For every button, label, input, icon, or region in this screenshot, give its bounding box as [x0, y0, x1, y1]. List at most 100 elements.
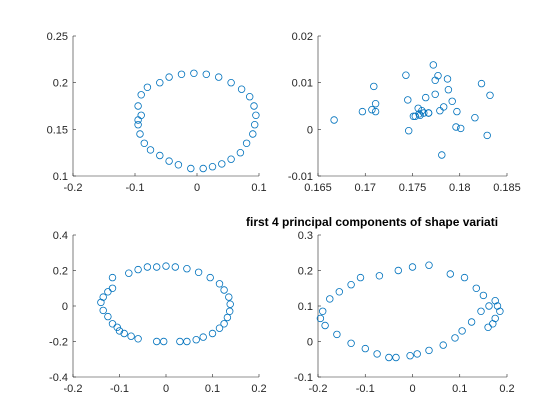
data-point — [484, 323, 492, 331]
data-point — [457, 124, 465, 133]
data-point — [99, 306, 107, 315]
data-point — [143, 83, 152, 91]
y-tick-label: 0.1 — [53, 171, 68, 183]
data-point — [250, 120, 259, 129]
data-point — [479, 291, 488, 300]
data-point — [485, 302, 493, 310]
x-tick-label: 0.2 — [251, 383, 266, 395]
data-point — [152, 263, 161, 271]
data-point — [140, 139, 148, 147]
x-tick-label: 0.165 — [304, 182, 332, 194]
subplot-1: -0.2 -0.1 0 0.1 0.1 0.15 0.2 0.25 — [47, 31, 267, 194]
x-tick-label: 0.2 — [499, 383, 514, 395]
data-point — [347, 339, 355, 347]
data-point — [402, 71, 410, 79]
x-tick-label: 0.1 — [205, 383, 220, 395]
data-point — [227, 78, 235, 87]
data-point — [385, 353, 393, 362]
data-point — [156, 151, 164, 160]
y-tick-label: 0.02 — [292, 31, 313, 43]
data-point — [99, 293, 107, 301]
figure-title: first 4 principal components of shape va… — [246, 215, 498, 229]
data-point — [202, 70, 210, 78]
data-point — [146, 146, 155, 154]
data-point — [174, 161, 183, 169]
data-point — [249, 130, 257, 138]
data-point — [215, 280, 224, 288]
y-tick-label: 0.2 — [53, 78, 68, 90]
y-tick-label: 0.1 — [298, 301, 313, 313]
data-point — [330, 116, 338, 124]
data-point — [319, 307, 327, 315]
data-point — [97, 298, 105, 307]
data-point — [477, 307, 485, 315]
y-tick-label: 0 — [307, 124, 313, 136]
x-tick-label: -0.2 — [64, 182, 83, 194]
data-point — [187, 164, 195, 173]
data-point — [375, 272, 384, 280]
data-point — [458, 327, 466, 335]
data-point — [134, 265, 142, 274]
x-tick-label: -0.2 — [64, 383, 83, 395]
data-point — [415, 110, 423, 118]
data-point — [250, 102, 258, 110]
data-point — [413, 350, 421, 358]
data-point — [422, 93, 430, 102]
data-point — [489, 320, 497, 328]
data-point — [496, 307, 504, 315]
x-tick-label: 0.18 — [449, 182, 470, 194]
y-tick-label: 0.2 — [298, 266, 313, 278]
data-point — [448, 97, 456, 105]
data-point — [225, 293, 233, 301]
data-point — [134, 120, 142, 129]
data-point — [226, 300, 234, 308]
data-point — [134, 116, 142, 124]
data-point — [453, 107, 461, 116]
data-point — [371, 99, 380, 108]
data-point — [137, 111, 145, 119]
y-tick-label: 0.4 — [53, 230, 68, 242]
data-point — [183, 337, 191, 346]
data-point — [452, 123, 460, 131]
data-point — [143, 263, 152, 271]
data-point — [237, 85, 246, 93]
x-tick-label: -0.1 — [356, 383, 375, 395]
y-tick-label: 0.01 — [292, 78, 313, 90]
data-point — [194, 268, 203, 276]
y-tick-label: -0.2 — [49, 337, 68, 349]
data-point — [120, 329, 128, 338]
data-point — [108, 273, 117, 282]
y-tick-label: -0.01 — [288, 171, 313, 183]
data-point — [439, 341, 447, 349]
x-tick-label: 0.1 — [251, 182, 266, 194]
data-point — [368, 105, 376, 114]
data-point — [177, 70, 186, 78]
data-point — [444, 85, 453, 94]
data-point — [429, 61, 437, 69]
data-point — [373, 350, 381, 358]
data-point — [477, 79, 486, 88]
data-point — [425, 346, 433, 355]
data-point — [414, 104, 422, 112]
data-point — [451, 334, 459, 342]
data-point — [220, 286, 228, 294]
data-point — [467, 318, 476, 326]
data-point — [227, 155, 235, 163]
x-tick-label: -0.1 — [110, 383, 129, 395]
data-point — [361, 344, 369, 353]
data-point — [127, 332, 135, 340]
data-point — [159, 337, 168, 346]
data-point — [165, 157, 173, 165]
data-point — [411, 112, 419, 120]
y-tick-label: 0.3 — [298, 230, 313, 242]
data-point — [171, 263, 179, 271]
data-point — [206, 273, 214, 282]
data-point — [392, 353, 400, 362]
y-tick-label: 0.25 — [47, 31, 68, 43]
x-tick-label: 0 — [163, 383, 169, 395]
data-point — [245, 92, 254, 101]
y-tick-label: 0.15 — [47, 124, 68, 136]
data-point — [443, 75, 452, 83]
data-point — [472, 284, 480, 292]
